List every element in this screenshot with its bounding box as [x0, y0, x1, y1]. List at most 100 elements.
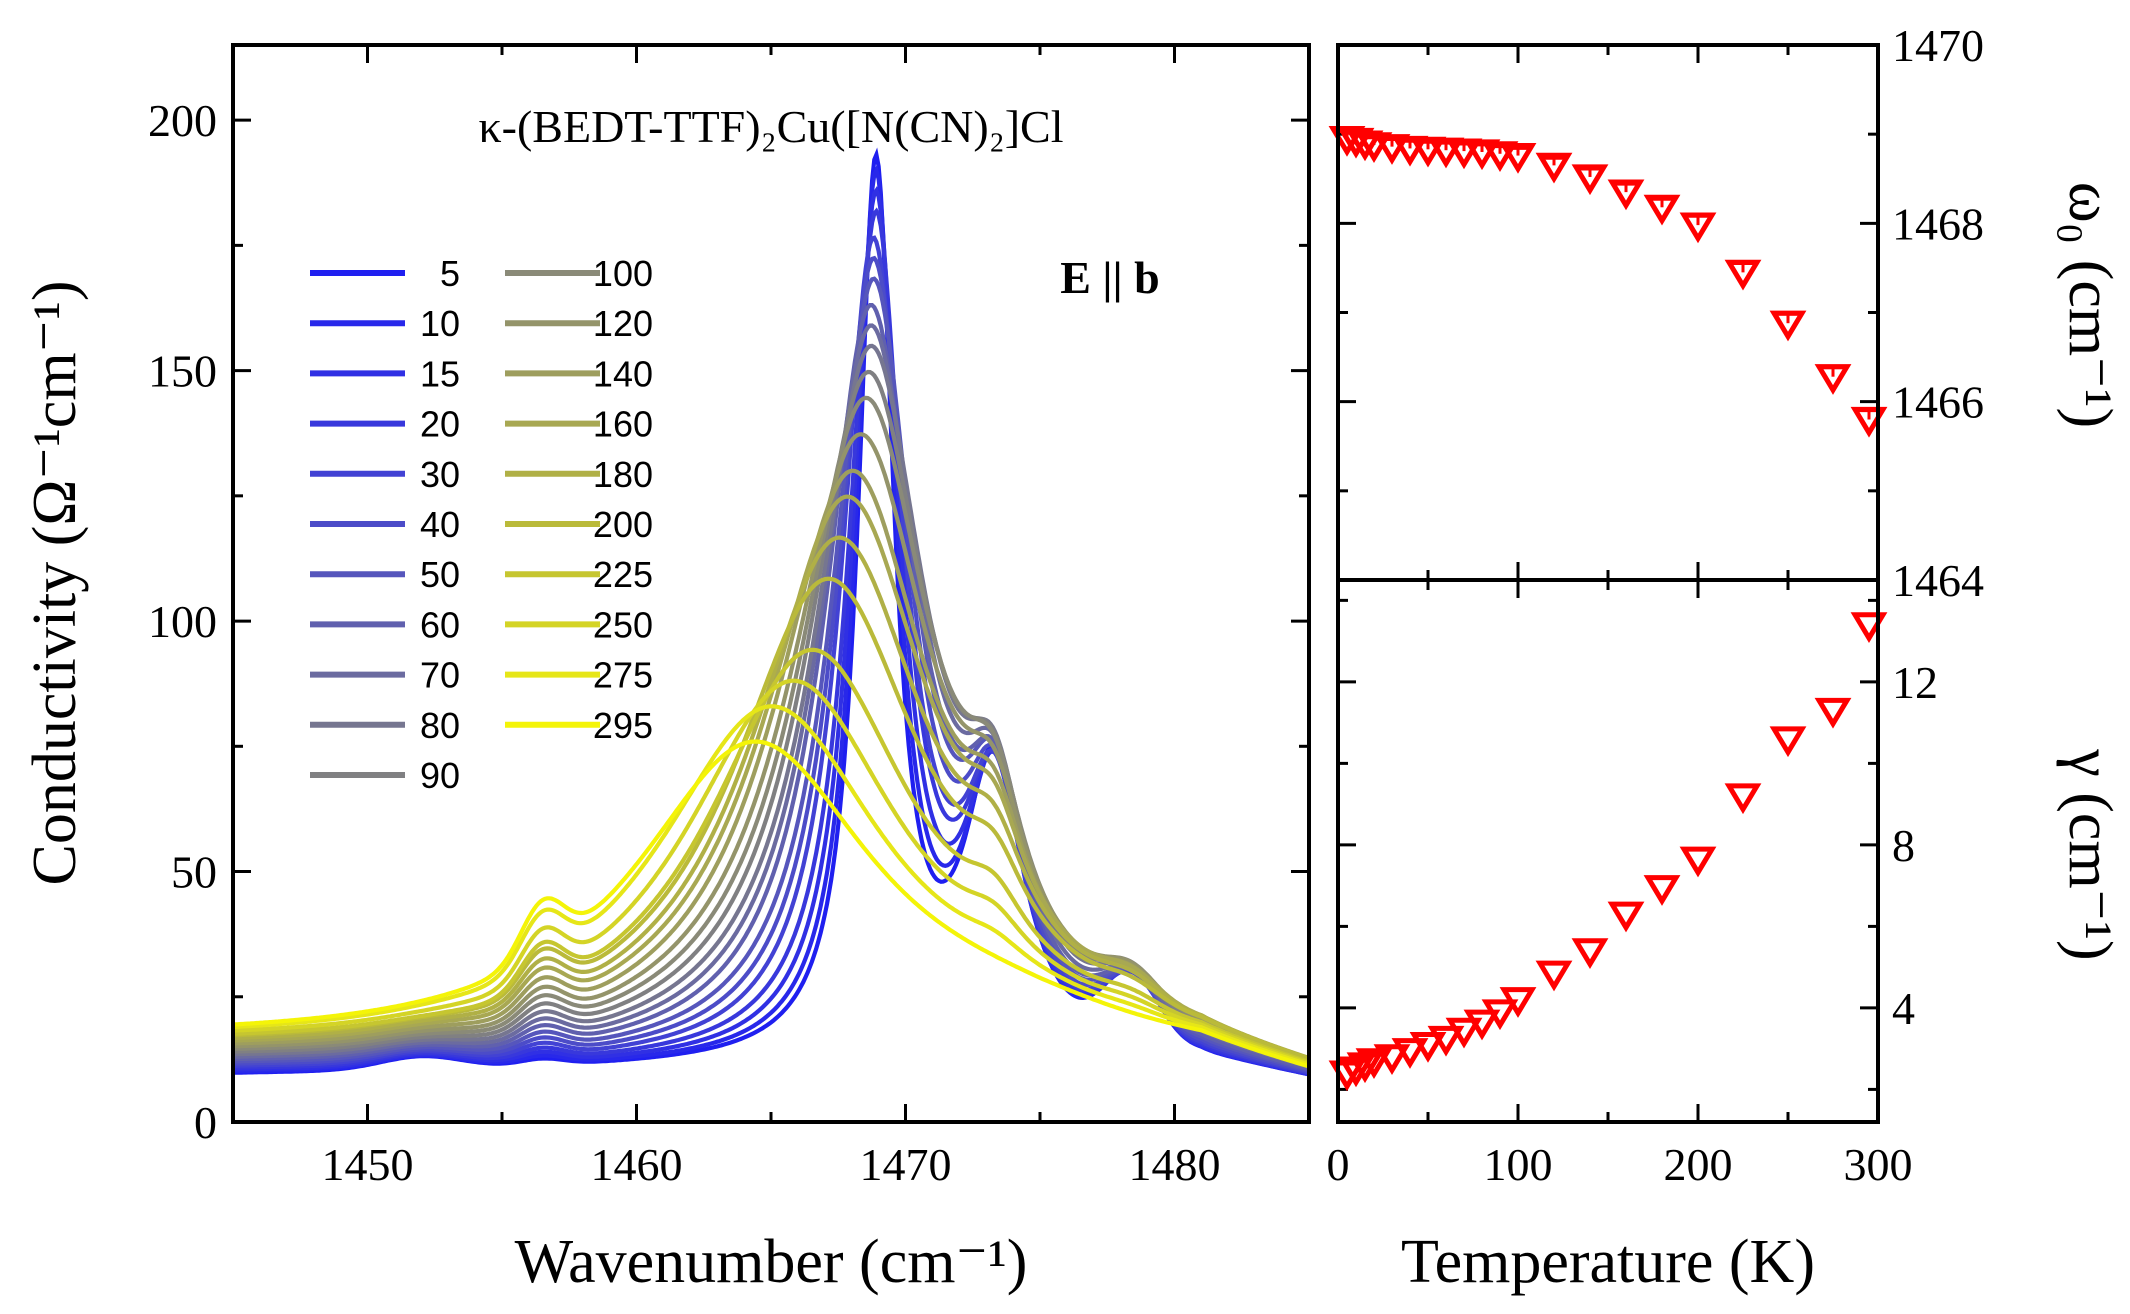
series-line-30K [232, 235, 1310, 1075]
omega0-point [1499, 142, 1537, 174]
conductivity-frame [231, 43, 1311, 1124]
conductivity-curves [232, 147, 1310, 1077]
legend-label-180K: 180 [593, 454, 653, 495]
legend-label-90K: 90 [420, 755, 460, 796]
omega0-y-tick-label: 1468 [1892, 198, 1984, 249]
legend-label-50K: 50 [420, 554, 460, 595]
gamma-frame [1336, 578, 1880, 1124]
cond-y-tick-label: 150 [148, 346, 217, 397]
gamma-point [1769, 726, 1807, 758]
omega0-point [1481, 141, 1519, 172]
legend-label-80K: 80 [420, 705, 460, 746]
gamma-point [1445, 1017, 1483, 1049]
gamma-x-title: Temperature (K) [1401, 1228, 1815, 1296]
omega-panel: 1464 1466 1468 1470 ω₀ (cm⁻¹) [1328, 20, 2124, 606]
legend-label-60K: 60 [420, 604, 460, 645]
omega0-point [1391, 135, 1429, 167]
cond-x-tick-label: 1450 [322, 1139, 414, 1190]
cond-y-tick-label: 0 [194, 1097, 217, 1148]
gamma-point [1355, 1048, 1393, 1080]
cond-y-tick-label: 200 [148, 95, 217, 146]
conductivity-x-title: Wavenumber (cm⁻¹) [515, 1228, 1028, 1296]
legend-label-5K: 5 [440, 253, 460, 294]
gamma-point [1409, 1031, 1447, 1063]
gamma-x-tick-label: 200 [1664, 1139, 1733, 1190]
omega0-point [1409, 136, 1447, 168]
series-line-200K [232, 576, 1310, 1061]
series-line-100K [232, 395, 1310, 1064]
cond-x-tick-label: 1480 [1129, 1139, 1221, 1190]
legend-label-40K: 40 [420, 504, 460, 545]
legend-label-15K: 15 [420, 353, 460, 394]
gamma-point [1724, 783, 1762, 815]
omega-points [1328, 126, 1888, 438]
gamma-point [1481, 999, 1519, 1031]
omega0-point [1769, 310, 1807, 342]
omega0-point [1535, 152, 1573, 184]
gamma-y-tick-label: 12 [1892, 657, 1938, 708]
omega0-y-tick-label: 1470 [1892, 20, 1984, 71]
legend-label-160K: 160 [593, 404, 653, 445]
gamma-point [1814, 697, 1852, 729]
gamma-point [1643, 875, 1681, 906]
conductivity-legend: 5 10 15 20 30 40 50 60 70 80 90 100 120 140 160 180 200 2… [310, 253, 653, 796]
conductivity-title: κ-(BEDT-TTF)₂Cu([N(CN)₂]Cl [478, 101, 1063, 152]
conductivity-ticks: 1450 1460 1470 1480 0 50 100 150 200 [148, 45, 1309, 1190]
gamma-panel: 0 100 200 300 4 8 12 Temperature (K) γ (cm⁻¹) [1327, 578, 2124, 1296]
legend-label-70K: 70 [420, 655, 460, 696]
conductivity-y-title: Conductivity (Ω⁻¹cm⁻¹) [21, 280, 89, 885]
gamma-y-title: γ (cm⁻¹) [2056, 748, 2124, 960]
legend-label-225K: 225 [593, 554, 653, 595]
omega0-point [1445, 138, 1483, 170]
series-line-160K [232, 494, 1310, 1061]
series-line-20K [233, 207, 1310, 1076]
legend-label-140K: 140 [593, 353, 653, 394]
omega0-point [1643, 194, 1681, 226]
legend-label-30K: 30 [420, 454, 460, 495]
gamma-x-tick-label: 0 [1327, 1139, 1350, 1190]
omega0-point [1355, 132, 1393, 164]
omega0-point [1463, 139, 1501, 171]
omega0-point [1571, 164, 1609, 196]
gamma-x-tick-label: 100 [1484, 1139, 1553, 1190]
gamma-point [1499, 987, 1537, 1018]
gamma-point [1607, 901, 1645, 933]
gamma-point [1391, 1038, 1429, 1069]
series-line-140K [232, 468, 1310, 1062]
omega0-y-tick-label: 1466 [1892, 377, 1984, 428]
omega0-point [1607, 179, 1645, 211]
legend-label-200K: 200 [593, 504, 653, 545]
gamma-points [1328, 612, 1888, 1092]
gamma-point [1535, 960, 1573, 992]
legend-label-250K: 250 [593, 604, 653, 645]
legend-label-20K: 20 [420, 404, 460, 445]
legend-label-10K: 10 [420, 303, 460, 344]
gamma-point [1463, 1009, 1501, 1041]
omega0-point [1373, 134, 1411, 165]
gamma-ticks: 0 100 200 300 4 8 12 [1327, 580, 1938, 1190]
gamma-x-tick-label: 300 [1844, 1139, 1913, 1190]
field-annotation: E || b [1060, 252, 1160, 303]
omega0-point [1427, 137, 1465, 169]
conductivity-panel: 1450 1460 1470 1480 0 50 100 150 200 κ-(BEDT-TTF… [21, 43, 1311, 1296]
gamma-point [1679, 846, 1717, 878]
gamma-point [1427, 1025, 1465, 1057]
cond-x-tick-label: 1460 [591, 1139, 683, 1190]
series-line-275K [232, 704, 1310, 1067]
series-line-180K [232, 535, 1310, 1061]
cond-x-tick-label: 1470 [860, 1139, 952, 1190]
gamma-y-tick-label: 8 [1892, 820, 1915, 871]
legend-label-275K: 275 [593, 655, 653, 696]
legend-label-295K: 295 [593, 705, 653, 746]
gamma-y-tick-label: 4 [1892, 983, 1915, 1034]
cond-y-tick-label: 50 [171, 847, 217, 898]
gamma-point [1571, 938, 1609, 970]
omega0-point [1814, 364, 1852, 395]
omega0-point [1679, 212, 1717, 244]
omega-ticks: 1464 1466 1468 1470 [1336, 20, 1984, 606]
legend-label-120K: 120 [593, 303, 653, 344]
series-line-295K [232, 739, 1310, 1069]
series-line-40K [232, 255, 1310, 1074]
cond-y-tick-label: 100 [148, 596, 217, 647]
